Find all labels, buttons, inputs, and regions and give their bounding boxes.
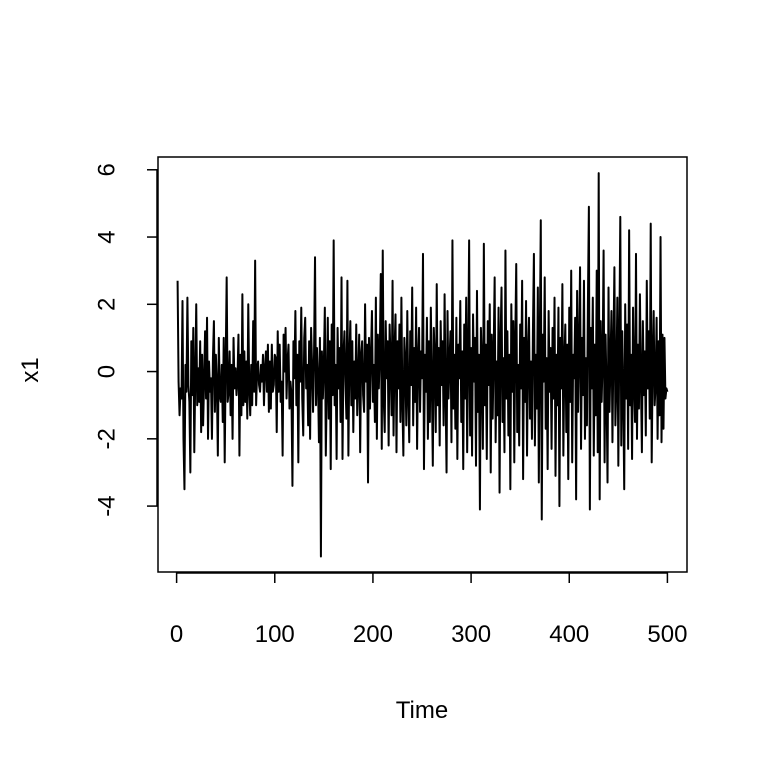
- x-tick-label: 400: [549, 621, 589, 648]
- plot-frame: [157, 156, 688, 573]
- x-tick-label: 200: [353, 621, 393, 648]
- y-tick-label: -4: [93, 495, 120, 516]
- x-tick-label: 500: [647, 621, 687, 648]
- y-tick-label: 2: [93, 298, 120, 311]
- y-tick-label: 4: [93, 230, 120, 243]
- y-axis-label: x1: [17, 357, 44, 382]
- y-tick-label: -2: [93, 428, 120, 449]
- series-line: [176, 172, 669, 558]
- x-tick-label: 300: [451, 621, 491, 648]
- x-tick-label: 100: [255, 621, 295, 648]
- x-axis-label: Time: [396, 697, 448, 724]
- y-tick-label: 0: [93, 365, 120, 378]
- y-tick-label: 6: [93, 163, 120, 176]
- x-tick-label: 0: [170, 621, 183, 648]
